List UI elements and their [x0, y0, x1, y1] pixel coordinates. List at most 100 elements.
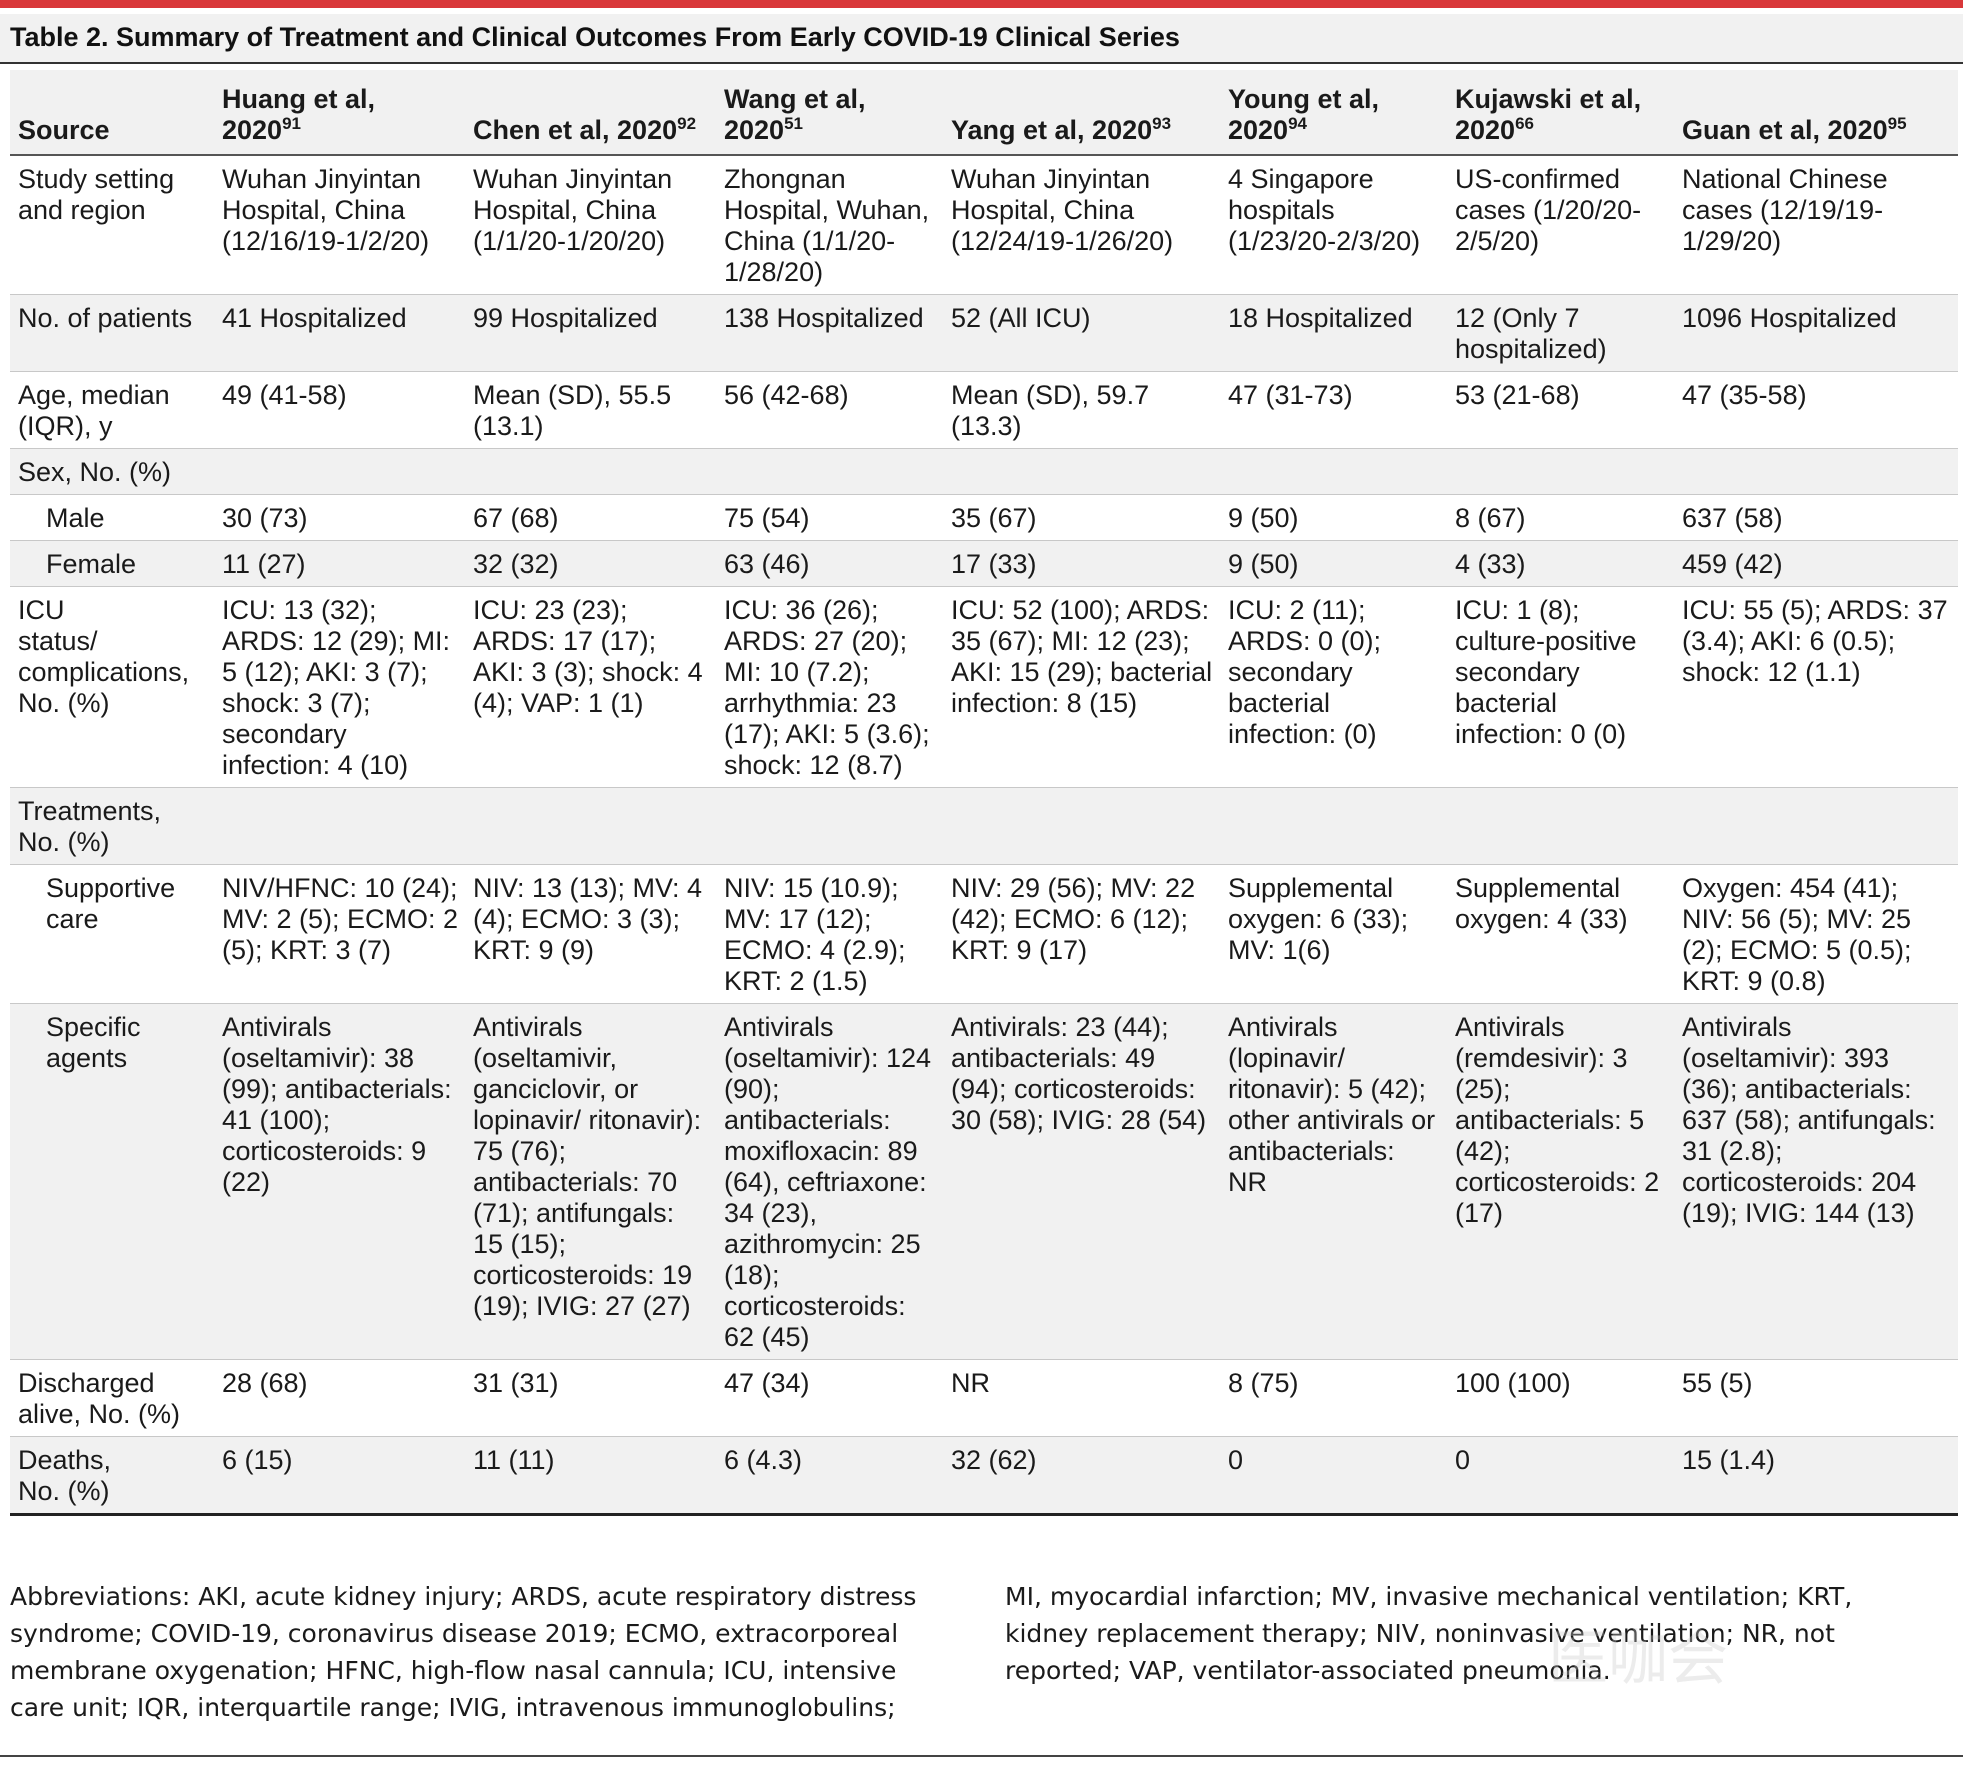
table-cell — [716, 448, 943, 495]
header-study-4: Yang et al, 202093 — [943, 70, 1220, 156]
header-study-6: Kujawski et al, 202066 — [1447, 70, 1674, 156]
table-cell: 18 Hospitalized — [1220, 294, 1447, 372]
table-cell — [465, 448, 716, 495]
table-cell: Mean (SD), 55.5 (13.1) — [465, 371, 716, 449]
table-cell: 9 (50) — [1220, 540, 1447, 587]
table-cell: 12 (Only 7 hospitalized) — [1447, 294, 1674, 372]
table-cell: 47 (35-58) — [1674, 371, 1958, 449]
table-cell: 138 Hospitalized — [716, 294, 943, 372]
row-label: Age, median (IQR), y — [10, 371, 214, 449]
table-cell: 67 (68) — [465, 494, 716, 541]
header-source: Source — [10, 70, 214, 156]
table-row: Study setting and region Wuhan Jinyintan H… — [10, 155, 1958, 295]
header-study-3: Wang et al, 202051 — [716, 70, 943, 156]
row-label: Deaths, No. (%) — [10, 1436, 214, 1516]
table-cell: 63 (46) — [716, 540, 943, 587]
footnote-abbreviations-left: Abbreviations: AKI, acute kidney injury;… — [10, 1582, 917, 1722]
table-cell: 17 (33) — [943, 540, 1220, 587]
row-label: Male — [10, 494, 214, 541]
reference-number: 94 — [1288, 114, 1307, 133]
table-cell: 31 (31) — [465, 1359, 716, 1437]
table-cell: Antivirals (oseltamivir): 393 (36); anti… — [1674, 1003, 1958, 1360]
table-row: Deaths, No. (%) 6 (15) 11 (11) 6 (4.3) 32 (62… — [10, 1436, 1958, 1516]
row-label: Treatments, No. (%) — [10, 787, 214, 865]
table-cell — [214, 448, 465, 495]
table-cell: 6 (4.3) — [716, 1436, 943, 1516]
table-cell: 52 (All ICU) — [943, 294, 1220, 372]
table-cell: Antivirals: 23 (44); antibacterials: 49 … — [943, 1003, 1220, 1360]
reference-number: 92 — [677, 114, 697, 133]
table-row: ICU status/complications, No. (%) ICU: 13 (… — [10, 586, 1958, 788]
table-cell: 53 (21-68) — [1447, 371, 1674, 449]
footnote-abbreviations-right: MI, myocardial infarction; MV, invasive … — [1005, 1582, 1853, 1685]
table-cell: 0 — [1447, 1436, 1674, 1516]
row-label: ICU status/complications, No. (%) — [10, 586, 214, 788]
table-cell: 47 (31-73) — [1220, 371, 1447, 449]
table-cell: 32 (62) — [943, 1436, 1220, 1516]
reference-number: 95 — [1887, 114, 1907, 133]
table-cell: ICU: 55 (5); ARDS: 37 (3.4); AKI: 6 (0.5… — [1674, 586, 1958, 788]
row-label: Discharged alive, No. (%) — [10, 1359, 214, 1437]
table-cell — [1447, 787, 1674, 865]
table-cell: 459 (42) — [1674, 540, 1958, 587]
row-label: Sex, No. (%) — [10, 448, 214, 495]
table-cell: NIV: 13 (13); MV: 4 (4); ECMO: 3 (3); KR… — [465, 864, 716, 1004]
table-cell: ICU: 23 (23); ARDS: 17 (17); AKI: 3 (3);… — [465, 586, 716, 788]
table-cell: 9 (50) — [1220, 494, 1447, 541]
table-cell: Oxygen: 454 (41); NIV: 56 (5); MV: 25 (2… — [1674, 864, 1958, 1004]
table-cell: 35 (67) — [943, 494, 1220, 541]
table-cell: NIV: 29 (56); MV: 22 (42); ECMO: 6 (12);… — [943, 864, 1220, 1004]
table-cell: Antivirals (lopinavir/ ritonavir): 5 (42… — [1220, 1003, 1447, 1360]
table-cell: 4 Singapore hospitals (1/23/20-2/3/20) — [1220, 155, 1447, 295]
table-cell — [214, 787, 465, 865]
table-cell — [943, 787, 1220, 865]
table-row: Specific agents Antivirals (oseltamivir): … — [10, 1003, 1958, 1360]
table-cell: 32 (32) — [465, 540, 716, 587]
table-cell — [1220, 787, 1447, 865]
table-row: Treatments, No. (%) — [10, 787, 1958, 865]
table-cell: 75 (54) — [716, 494, 943, 541]
table-cell: ICU: 2 (11); ARDS: 0 (0); secondary bact… — [1220, 586, 1447, 788]
table-cell: 55 (5) — [1674, 1359, 1958, 1437]
reference-number: 51 — [784, 114, 803, 133]
table-cell: 4 (33) — [1447, 540, 1674, 587]
reference-number: 66 — [1515, 114, 1534, 133]
header-study-5: Young et al, 202094 — [1220, 70, 1447, 156]
title-bar: Table 2. Summary of Treatment and Clinic… — [0, 14, 1963, 64]
table-row: Supportive care NIV/HFNC: 10 (24); MV: 2 (… — [10, 864, 1958, 1004]
table-cell: 637 (58) — [1674, 494, 1958, 541]
table-cell: 11 (27) — [214, 540, 465, 587]
table-cell: 8 (67) — [1447, 494, 1674, 541]
table-cell: Wuhan Jinyintan Hospital, China (1/1/20-… — [465, 155, 716, 295]
table-row: Sex, No. (%) — [10, 448, 1958, 495]
table-cell — [1220, 448, 1447, 495]
table-cell: 15 (1.4) — [1674, 1436, 1958, 1516]
table-cell: National Chinese cases (12/19/19-1/29/20… — [1674, 155, 1958, 295]
table-title: Table 2. Summary of Treatment and Clinic… — [10, 22, 1180, 52]
table-cell: ICU: 36 (26); ARDS: 27 (20); MI: 10 (7.2… — [716, 586, 943, 788]
row-label: Specific agents — [10, 1003, 214, 1360]
table-cell — [1674, 787, 1958, 865]
row-label: Female — [10, 540, 214, 587]
row-label: Supportive care — [10, 864, 214, 1004]
table-cell — [465, 787, 716, 865]
row-label: Study setting and region — [10, 155, 214, 295]
table-header-row: Source Huang et al, 202091 Chen et al, 202… — [10, 70, 1958, 156]
table-row: Age, median (IQR), y 49 (41-58) Mean (SD), … — [10, 371, 1958, 449]
reference-number: 93 — [1152, 114, 1172, 133]
header-study-1: Huang et al, 202091 — [214, 70, 465, 156]
bottom-rule — [0, 1755, 1963, 1757]
table-cell: 47 (34) — [716, 1359, 943, 1437]
table-cell: 1096 Hospitalized — [1674, 294, 1958, 372]
header-study-7: Guan et al, 202095 — [1674, 70, 1958, 156]
table-cell: Wuhan Jinyintan Hospital, China (12/16/1… — [214, 155, 465, 295]
table-cell: Zhongnan Hospital, Wuhan, China (1/1/20-… — [716, 155, 943, 295]
table-cell: NIV/HFNC: 10 (24); MV: 2 (5); ECMO: 2 (5… — [214, 864, 465, 1004]
table-cell: NR — [943, 1359, 1220, 1437]
table-cell: 49 (41-58) — [214, 371, 465, 449]
reference-number: 91 — [282, 114, 301, 133]
table-cell: Antivirals (remdesivir): 3 (25); antibac… — [1447, 1003, 1674, 1360]
top-accent-rule — [0, 0, 1963, 8]
table-cell: Mean (SD), 59.7 (13.3) — [943, 371, 1220, 449]
table-cell: 0 — [1220, 1436, 1447, 1516]
